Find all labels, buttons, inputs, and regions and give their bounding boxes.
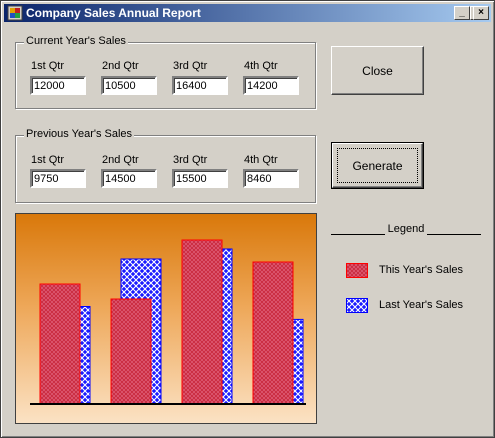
chart-panel [15,213,317,424]
bar-this-year-q1 [39,283,81,405]
close-button[interactable]: Close [331,46,424,95]
previous-q1-input[interactable]: 9750 [30,169,86,188]
previous-q3-input[interactable]: 15500 [172,169,228,188]
previous-q4-input[interactable]: 8460 [243,169,299,188]
bar-this-year-q2 [110,298,152,405]
previous-sales-group-title: Previous Year's Sales [24,128,135,140]
previous-sales-group: Previous Year's Sales [15,128,316,203]
close-window-button[interactable]: × [473,6,489,20]
generate-button-label: Generate [352,159,403,173]
current-q2-label: 2nd Qtr [102,60,139,72]
previous-q4-label: 4th Qtr [244,154,278,166]
window-title: Company Sales Annual Report [26,6,201,20]
app-icon [7,5,23,21]
generate-button[interactable]: Generate [331,142,424,189]
legend-swatch-last-year [346,298,368,313]
legend-title: Legend [331,223,481,237]
previous-q2-label: 2nd Qtr [102,154,139,166]
title-bar[interactable]: Company Sales Annual Report _ □ [4,4,491,22]
previous-q3-label: 3rd Qtr [173,154,208,166]
previous-q2-input[interactable]: 14500 [101,169,157,188]
legend-label-last-year: Last Year's Sales [379,299,464,311]
generate-focus-rect [337,148,418,183]
current-q1-label: 1st Qtr [31,60,65,72]
bar-this-year-q3 [181,239,223,405]
current-sales-group: Current Year's Sales [15,35,316,109]
current-q4-input[interactable]: 14200 [243,76,299,95]
current-q4-label: 4th Qtr [244,60,278,72]
sales-bar-chart [30,239,306,405]
current-q3-label: 3rd Qtr [173,60,208,72]
current-sales-group-title: Current Year's Sales [24,35,128,47]
current-q2-input[interactable]: 10500 [101,76,157,95]
bar-this-year-q4 [252,261,294,405]
legend-swatch-this-year [346,263,368,278]
previous-q1-label: 1st Qtr [31,154,65,166]
current-q1-input[interactable]: 12000 [30,76,86,95]
legend-label-this-year: This Year's Sales [379,264,464,276]
legend-title-text: Legend [384,223,428,235]
minimize-button[interactable]: _ [454,6,470,20]
current-q3-input[interactable]: 16400 [172,76,228,95]
close-button-label: Close [362,64,393,78]
